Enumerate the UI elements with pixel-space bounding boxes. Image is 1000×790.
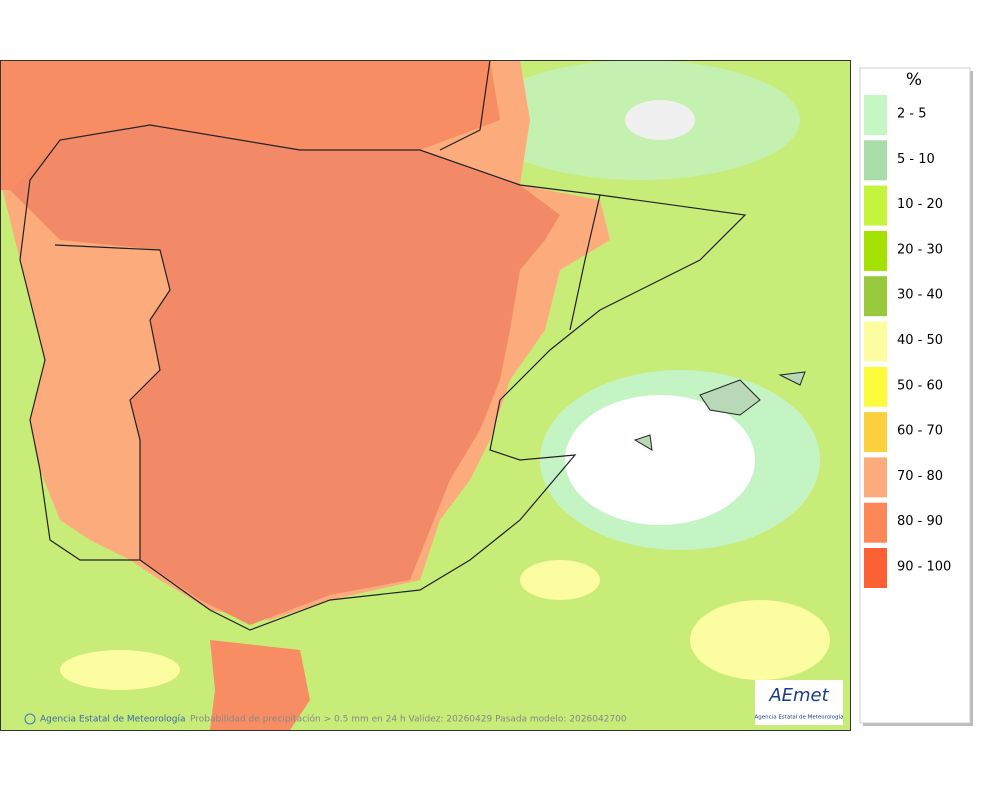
prob-area [0,60,500,190]
legend-label: 50 - 60 [897,378,943,393]
credit-icon [24,713,36,725]
legend-label: 2 - 5 [897,107,927,122]
legend-label: 5 - 10 [897,152,935,167]
sea-area [625,100,695,140]
legend-swatch [864,185,887,226]
legend-swatch [864,457,887,498]
caption: Probabilidad de precipitación > 0.5 mm e… [190,714,627,725]
border [54,59,601,560]
legend-swatch [864,230,887,271]
prob-area [690,600,830,680]
prob-area [60,650,180,690]
legend-swatch [864,276,887,317]
map-frame [0,60,851,731]
logo-box [755,680,843,725]
legend-label: 20 - 30 [897,242,943,257]
coastline [19,124,747,631]
legend-swatch [864,548,887,588]
legend-swatch [864,366,887,407]
legend-label: 90 - 100 [897,560,951,575]
island [633,371,806,451]
legend-items: % 2 - 5 5 - 10 10 - 20 20 - 30 30 - 40 40 - 5… [864,70,951,588]
legend-label: 60 - 70 [897,424,943,439]
sea-area [565,395,755,525]
prob-area [210,640,310,730]
legend-title: % [906,70,922,90]
legend-swatch [864,412,887,453]
legend-label: 70 - 80 [897,469,943,484]
legend-label: 40 - 50 [897,333,943,348]
legend-swatch [864,95,887,135]
legend-swatch [864,321,887,362]
legend-swatch [864,502,887,543]
legend-swatch [864,140,887,181]
logo-subtitle: Agencia Estatal de Meteorología [755,714,844,721]
logo: AEmet [768,685,829,706]
legend-label: 80 - 90 [897,514,943,529]
legend-label: 30 - 40 [897,288,943,303]
legend-label: 10 - 20 [897,197,943,212]
map: Agencia Estatal de Meteorología Probabil… [0,59,851,731]
prob-area [10,125,560,625]
credit: Agencia Estatal de Meteorología [40,715,186,725]
prob-area [520,560,600,600]
